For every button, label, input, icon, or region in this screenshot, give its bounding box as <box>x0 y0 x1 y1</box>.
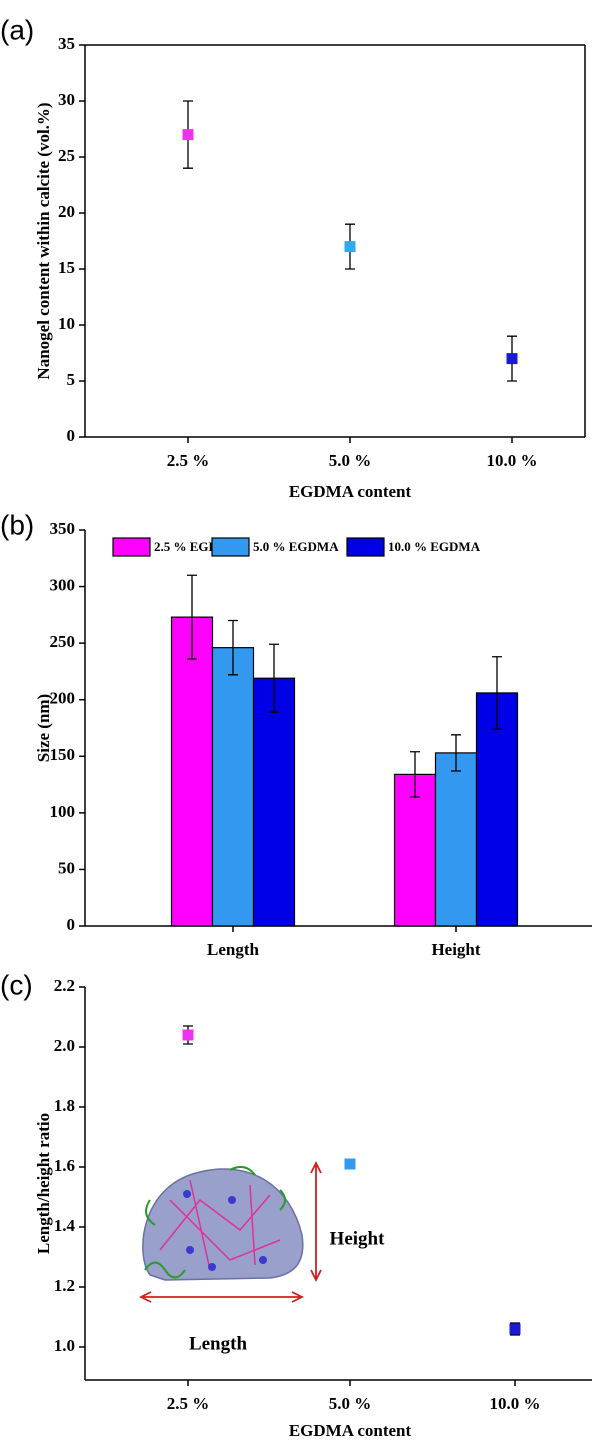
panel-label: (b) <box>0 509 34 540</box>
y-tick-label: 25 <box>58 146 75 165</box>
node <box>186 1246 194 1254</box>
y-tick-label: 10 <box>58 314 75 333</box>
node <box>228 1196 236 1204</box>
error-bar <box>269 643 279 713</box>
bar <box>170 616 214 927</box>
x-axis-title: EGDMA content <box>289 1421 412 1440</box>
y-tick-label: 1.6 <box>54 1156 75 1175</box>
nanogel-shape <box>142 1168 304 1281</box>
marker <box>506 353 518 365</box>
annotation: Length <box>189 1333 248 1354</box>
annotation: Height <box>330 1228 386 1249</box>
legend-swatch <box>211 537 250 557</box>
legend-label: 5.0 % EGDMA <box>253 539 339 554</box>
y-tick-label: 150 <box>50 745 76 764</box>
y-tick-label: 200 <box>50 689 76 708</box>
y-axis-title: Length/height ratio <box>34 1113 53 1254</box>
bar <box>211 647 255 927</box>
y-tick-label: 250 <box>50 632 76 651</box>
y-tick-label: 0 <box>67 426 76 445</box>
node <box>183 1190 191 1198</box>
y-tick-label: 300 <box>50 575 76 594</box>
y-tick-label: 1.8 <box>54 1096 75 1115</box>
inset-illustration <box>138 1160 322 1303</box>
bar <box>393 773 437 927</box>
x-tick-label: Height <box>431 940 480 959</box>
x-tick-label: 10.0 % <box>490 1394 541 1413</box>
legend-swatch <box>346 537 385 557</box>
y-tick-label: 1.4 <box>54 1216 76 1235</box>
marker <box>182 1029 194 1041</box>
marker <box>344 241 356 253</box>
node <box>208 1263 216 1271</box>
y-tick-label: 15 <box>58 258 75 277</box>
x-tick-label: 2.5 % <box>167 1394 210 1413</box>
y-axis-title: Nanogel content within calcite (vol.%) <box>34 102 53 379</box>
y-tick-label: 2.0 <box>54 1036 75 1055</box>
length-arrow <box>138 1291 305 1303</box>
node <box>259 1256 267 1264</box>
panel-label: (c) <box>0 969 33 1000</box>
error-bar <box>410 751 420 798</box>
y-tick-label: 30 <box>58 90 75 109</box>
marker <box>344 1158 356 1170</box>
bar <box>475 692 519 927</box>
height-arrow <box>310 1160 322 1283</box>
error-bar <box>228 619 238 676</box>
y-tick-label: 100 <box>50 802 76 821</box>
x-tick-label: Length <box>207 940 260 959</box>
legend-label: 10.0 % EGDMA <box>388 539 481 554</box>
x-axis-title: EGDMA content <box>289 482 412 501</box>
y-axis-title: Size (nm) <box>34 694 53 762</box>
panel-label: (a) <box>0 14 34 45</box>
y-tick-label: 350 <box>50 519 76 538</box>
marker <box>182 129 194 141</box>
error-bar <box>492 656 502 730</box>
error-bar <box>451 734 461 772</box>
x-tick-label: 5.0 % <box>329 451 372 470</box>
error-bar <box>187 574 197 660</box>
chains <box>144 1165 286 1279</box>
y-tick-label: 35 <box>58 34 75 53</box>
y-tick-label: 1.2 <box>54 1276 75 1295</box>
marker <box>509 1323 521 1335</box>
y-tick-label: 2.2 <box>54 976 75 995</box>
x-tick-label: 2.5 % <box>167 451 210 470</box>
x-tick-label: 5.0 % <box>329 1394 372 1413</box>
bar <box>434 752 478 927</box>
bar <box>252 677 296 927</box>
y-tick-label: 1.0 <box>54 1336 75 1355</box>
y-tick-label: 5 <box>67 370 76 389</box>
y-tick-label: 0 <box>67 915 76 934</box>
legend-swatch <box>112 537 151 557</box>
y-tick-label: 50 <box>58 858 75 877</box>
network <box>159 1179 281 1271</box>
x-tick-label: 10.0 % <box>487 451 538 470</box>
y-tick-label: 20 <box>58 202 75 221</box>
